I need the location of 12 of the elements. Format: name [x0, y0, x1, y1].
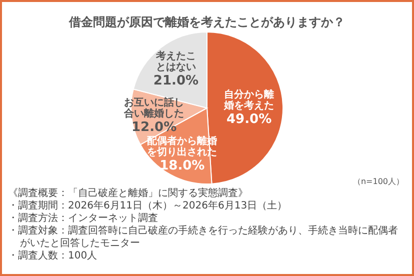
data-label: 18.0%: [160, 158, 205, 174]
text: ・調査期間：2026年6月11日（木）～2026年6月13日（土）: [8, 200, 288, 212]
slice-label: 自分から離婚を考えた: [223, 88, 274, 112]
slice-label: 考えたことはない: [154, 50, 196, 74]
text: ・調査人数：100人: [8, 250, 98, 262]
text: ・調査方法：インターネット調査: [8, 212, 158, 224]
text: ・調査対象：調査回答時に自己破産の手続きを行った経験があり、手続き当時に配偶者がいたと回答したモニター: [8, 224, 398, 249]
text: （n=100人）: [352, 177, 404, 186]
data-label: 49.0%: [226, 112, 272, 128]
data-label: 21.0%: [153, 74, 199, 89]
text: 《調査概要：「自己破産と離婚」に関する実態調査》: [8, 187, 248, 199]
chart-title: 借金問題が原因で離婚を考えたことがありますか？: [68, 15, 345, 29]
